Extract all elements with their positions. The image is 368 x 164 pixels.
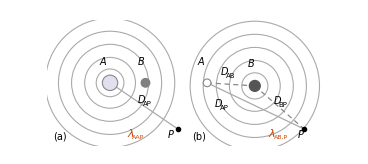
Text: (b): (b) [192,132,206,142]
Text: BP: BP [279,102,287,108]
Text: A: A [99,57,106,67]
Text: B: B [138,57,144,67]
Text: A: A [198,57,204,67]
Circle shape [102,75,118,91]
Circle shape [250,81,260,91]
Text: D: D [273,96,281,106]
Text: P: P [168,130,174,140]
Text: (a): (a) [53,132,67,142]
Text: AP: AP [220,105,229,111]
Text: AB,P: AB,P [274,135,288,140]
Text: AAP: AAP [132,135,145,140]
Text: P: P [298,130,304,140]
Circle shape [203,79,211,87]
Text: D: D [221,67,229,77]
Text: D: D [215,99,222,109]
Text: D: D [138,95,145,105]
Circle shape [141,79,150,87]
Text: AB: AB [226,73,236,79]
Text: AP: AP [143,101,152,107]
Text: λ: λ [127,129,134,139]
Text: λ: λ [269,129,275,139]
Text: B: B [248,59,254,69]
